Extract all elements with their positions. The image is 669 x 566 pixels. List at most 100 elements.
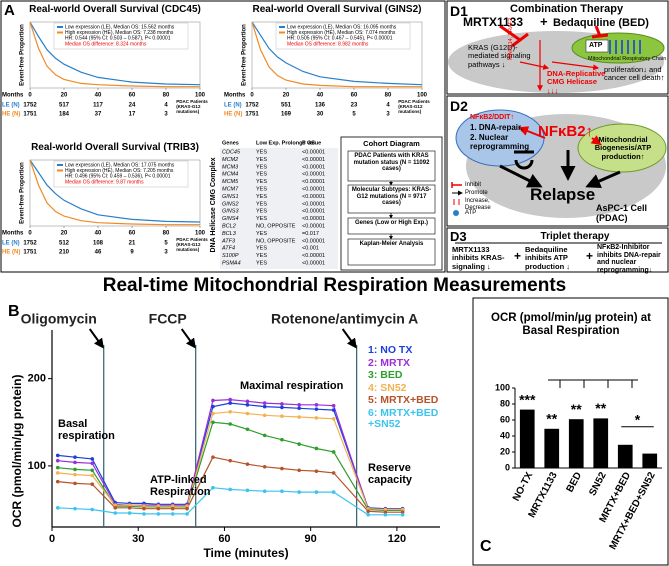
phase-label: Maximal respiration [240,380,344,392]
x-tick-label: 80 [163,231,170,237]
y-tick-label: 100 [28,460,46,472]
cohort-step-text: Molecular Subtypes: KRAS-G12 mutations (… [351,187,432,207]
x-tick-label: 40 [95,231,102,237]
series-line [57,411,403,511]
cohort-title: Cohort Diagram [363,139,420,148]
hr-text: HR: 0.544 (95% CI: 0.503 – 0.587), P< 0.… [65,35,171,41]
table-cell: BCL3 [222,231,237,237]
risk-value: 3 [164,250,168,256]
table-cell: YES [256,164,267,170]
data-point [55,458,60,463]
data-point [211,411,215,416]
x-tick-label: 20 [283,93,290,99]
x-tick-label: 60 [351,93,358,99]
legend-label: High expression (HE), Median OS: 7.205 m… [65,168,174,174]
data-point [142,504,146,508]
table-cell: YES [256,253,267,259]
injection-arrow [180,328,196,349]
difference-text: Median OS difference: 8.982 months [287,41,369,47]
difference-text: Median OS difference: 8.324 months [65,41,147,47]
table-cell: YES [256,194,267,200]
cohort-step-text: Genes (Low or High Exp.) [354,220,428,226]
risk-value: 1752 [23,103,37,109]
table-cell: <0.00001 [302,260,325,266]
plus: + [586,249,594,263]
x-axis-label: Months [2,231,24,237]
arrow [499,164,543,188]
drug: Bedaquiline (BED) [553,17,649,29]
atp: ATP [589,42,603,49]
data-point [211,485,215,490]
series-line [57,421,403,511]
risk-value: 1752 [245,103,259,109]
table-cell: ATF4 [221,246,235,252]
risk-value: 5 [164,241,168,247]
data-point [90,473,95,478]
risk-value: 9 [130,250,134,256]
legend-box [53,160,189,188]
risk-value: 21 [129,241,136,247]
data-point [55,453,60,458]
arrow [585,170,621,189]
table-cell: MCM2 [222,157,238,163]
table-cell: CDC45 [222,149,241,155]
y-tick-label: 80 [500,398,510,408]
x-tick-label: 100 [195,231,206,237]
data-point [383,507,388,512]
table-cell: <0.00001 [302,164,325,170]
inhibit-mito [591,25,609,39]
table-cell: <0.00001 [302,149,325,155]
data-point [262,464,267,469]
arrow [519,61,550,70]
data-point [314,407,319,411]
y-axis-label: OCR (pmol/min/µg protein) [10,375,24,528]
risk-value: 117 [93,103,103,109]
legend-box [53,22,189,50]
data-point [90,457,95,461]
table-cell: GINS2 [222,201,239,207]
data-point [55,471,60,475]
table-cell: NO, OPPOSITE [256,223,296,229]
data-point [297,403,301,407]
risk-label: LE (N) [2,103,20,109]
table-cell: <0.00001 [302,157,325,163]
d3-step: MRTX1133 inhibits KRAS-signaling ↓ [452,245,505,271]
x-axis-label: Months [224,93,246,99]
relapse: Relapse [530,185,596,204]
legend-text: Increase, Decrease [465,198,491,211]
x-tick-label: 120 [388,533,406,545]
series-line [29,159,200,226]
table-cell: <0.00001 [302,172,325,178]
data-point [90,468,95,473]
legend-label: 1: NO TX [368,344,413,356]
data-point [297,468,301,473]
data-point [90,507,95,512]
data-point [73,506,77,511]
data-point [55,465,60,470]
table-cell: S100P [222,253,239,259]
risk-value: 23 [351,103,358,109]
data-point [314,469,319,473]
data-point [280,414,284,418]
data-point [170,512,175,516]
data-point [314,416,319,420]
injection-arrow [341,328,357,349]
table-cell: <0.00001 [302,209,325,215]
km-note: PDAC Patients (KRAS-G12 mutations) [176,99,208,114]
data-point [113,503,118,507]
x-tick-label: 100 [417,93,428,99]
panel-label: D1 [450,3,468,19]
data-point [331,490,336,494]
mito-text: Mitochondrial Respiratory Chain [588,56,667,62]
panel-c-border [472,297,669,566]
data-point [314,403,319,407]
data-point [331,403,336,408]
data-point [245,488,250,493]
data-point [73,460,77,465]
x-tick-label: 0 [28,93,32,99]
risk-value: 551 [281,103,292,109]
bar [617,444,633,468]
legend-label: High expression (HE), Median OS: 7.238 m… [65,30,174,36]
risk-value: 3 [164,112,168,118]
